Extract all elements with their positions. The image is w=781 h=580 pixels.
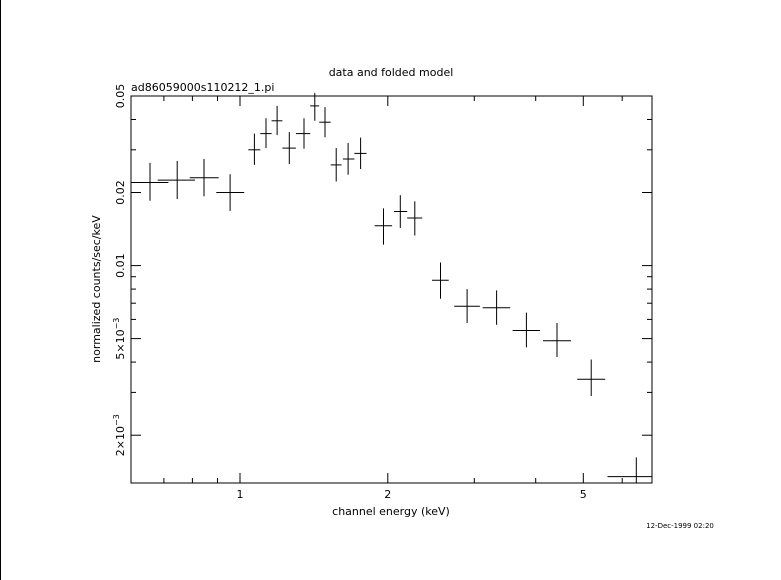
plot-frame bbox=[130, 95, 653, 484]
data-point bbox=[310, 92, 320, 121]
x-axis-ticks: 1 2 5 bbox=[130, 96, 623, 501]
y-axis-ticks: 2×10−3 5×10−3 0.01 0.02 0.05 bbox=[112, 84, 652, 456]
x-axis-label: channel energy (keV) bbox=[332, 505, 450, 518]
data-point bbox=[260, 118, 272, 149]
data-point bbox=[394, 195, 408, 228]
data-point bbox=[543, 323, 571, 357]
plot-timestamp: 12-Dec-1999 02:20 bbox=[646, 522, 714, 530]
x-tick-label: 5 bbox=[580, 488, 587, 501]
data-point bbox=[482, 290, 511, 325]
window-left-border bbox=[0, 0, 1, 580]
data-point bbox=[354, 137, 367, 169]
chart-subtitle: ad86059000s110212_1.pi bbox=[131, 81, 274, 94]
data-point bbox=[512, 312, 540, 348]
y-axis-label: normalized counts/sec/keV bbox=[90, 215, 103, 363]
y-tick-label: 0.05 bbox=[114, 84, 127, 109]
y-tick-label: 5×10−3 bbox=[112, 318, 127, 360]
data-point bbox=[271, 105, 283, 136]
data-point bbox=[432, 262, 449, 299]
data-point bbox=[189, 159, 219, 197]
y-tick-label: 2×10−3 bbox=[112, 414, 127, 456]
data-point bbox=[216, 174, 245, 211]
data-point bbox=[330, 148, 342, 182]
data-point bbox=[342, 143, 355, 175]
data-point bbox=[282, 132, 296, 165]
x-tick-label: 2 bbox=[384, 488, 391, 501]
data-point bbox=[319, 107, 331, 138]
data-point bbox=[248, 133, 261, 165]
data-point bbox=[295, 118, 311, 149]
x-tick-label: 1 bbox=[237, 488, 244, 501]
data-point bbox=[374, 208, 393, 245]
y-tick-label: 0.02 bbox=[114, 180, 127, 205]
data-point bbox=[407, 201, 423, 236]
data-point bbox=[577, 359, 606, 396]
data-points bbox=[131, 92, 652, 483]
data-point bbox=[131, 162, 169, 201]
data-point bbox=[607, 457, 652, 483]
chart-title: data and folded model bbox=[329, 66, 454, 79]
data-point bbox=[157, 160, 195, 200]
y-tick-label: 0.01 bbox=[114, 253, 127, 278]
data-point bbox=[454, 289, 480, 323]
